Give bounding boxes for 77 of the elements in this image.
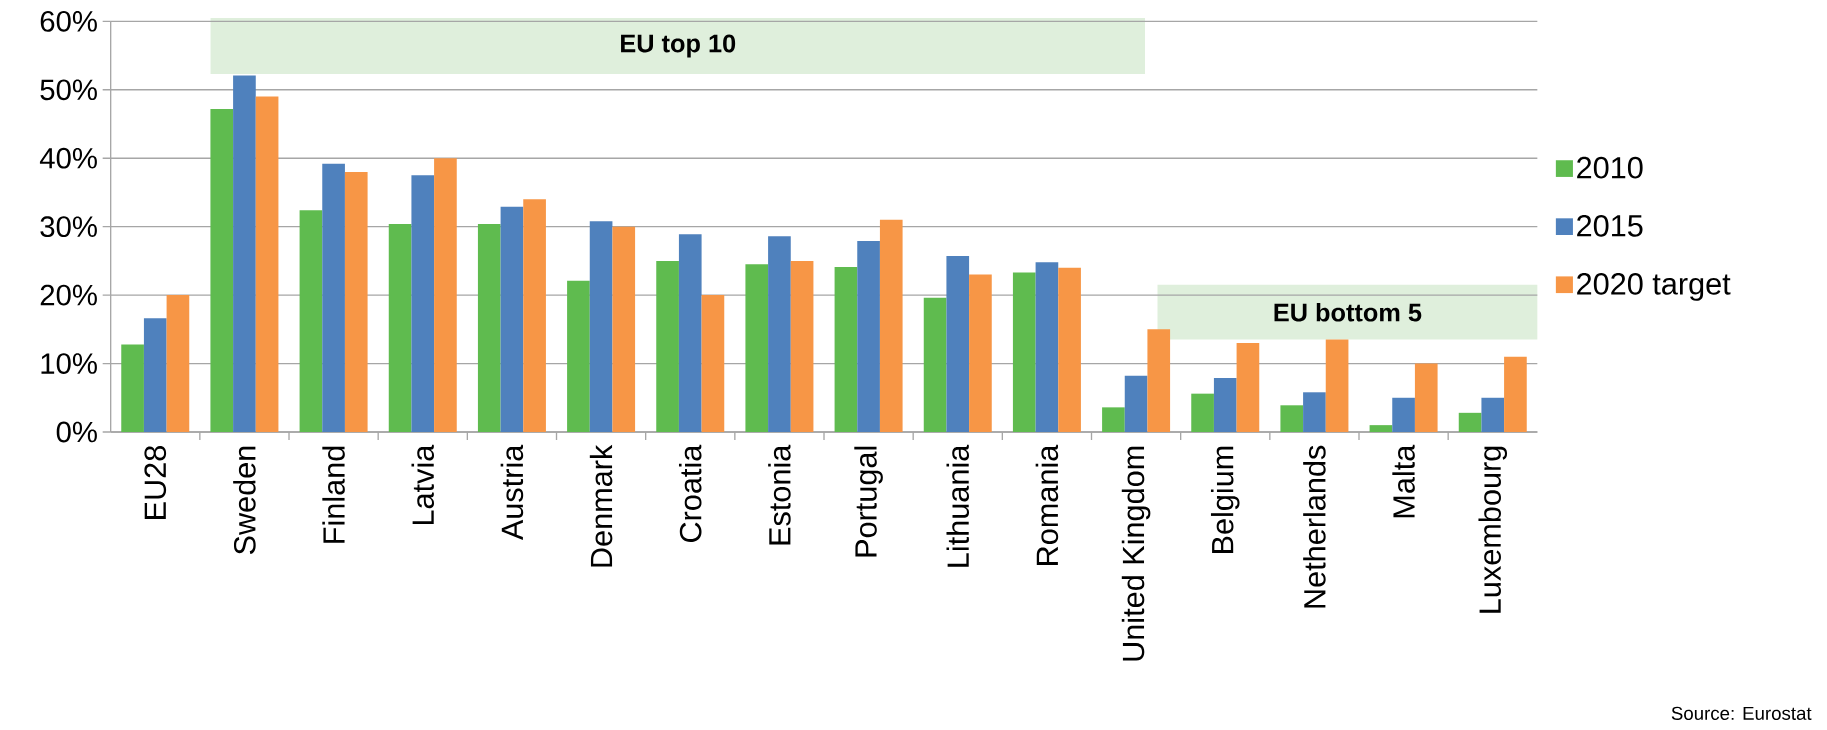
bar (969, 274, 992, 432)
y-tick-label: 20% (40, 284, 97, 306)
bar (1481, 397, 1505, 432)
bar (768, 236, 791, 432)
bar (923, 297, 947, 432)
bar (1280, 405, 1304, 432)
annotation: EU bottom 5 (1274, 302, 1422, 322)
bar (233, 75, 256, 432)
bar (567, 280, 590, 432)
x-tick-label: Austria (500, 444, 524, 541)
legend-label: 2010 (1577, 156, 1643, 179)
bar (1236, 343, 1260, 432)
bar (790, 260, 814, 432)
x-tick-label: Lithuania (946, 444, 970, 567)
legend-label: 2020 target (1577, 273, 1731, 301)
bar (477, 223, 501, 432)
bar (255, 96, 279, 432)
y-tick-label: 60% (40, 10, 97, 32)
bar (879, 219, 903, 432)
bar (1303, 392, 1326, 432)
x-tick-label: Estonia (768, 444, 791, 545)
bar (500, 206, 524, 432)
x-tick-label: Portugal (854, 446, 883, 557)
x-tick-label: Denmark (589, 444, 613, 567)
bar (344, 171, 368, 432)
bar (1213, 377, 1237, 432)
bar (210, 108, 234, 432)
annotation: EU top 10 (621, 34, 736, 58)
bar (1458, 412, 1482, 432)
y-tick-label: 30% (40, 216, 97, 238)
bar (656, 260, 679, 432)
bar (1325, 339, 1349, 432)
bar (1392, 397, 1415, 432)
y-tick-label: 50% (40, 79, 97, 101)
bar (1191, 393, 1214, 432)
x-tick-label: Malta (1392, 444, 1415, 518)
bar (1414, 363, 1438, 432)
x-tick-label: Luxembourg (1478, 446, 1508, 613)
bar (1012, 272, 1036, 432)
x-tick-label: Croatia (678, 444, 702, 543)
bar (1147, 329, 1171, 432)
bar (388, 223, 412, 432)
bar (523, 199, 546, 432)
y-tick-label: 0% (56, 421, 97, 443)
bar (612, 226, 636, 432)
bar (322, 163, 345, 432)
x-tick-label: Sweden (233, 446, 256, 555)
bar (678, 234, 702, 432)
x-tick-label: Romania (1035, 444, 1059, 565)
bar (834, 267, 858, 432)
x-tick-label: United Kingdom (1121, 446, 1151, 661)
bar (121, 344, 144, 432)
bar (1035, 262, 1059, 432)
bar (589, 221, 613, 432)
y-tick-label: 40% (39, 147, 97, 169)
bar (299, 210, 323, 432)
x-tick-label: Netherlands (1303, 445, 1326, 608)
bar (701, 295, 725, 432)
bar (1124, 375, 1148, 432)
bar (946, 256, 970, 432)
legend-label: 2015 (1577, 214, 1643, 237)
source-note: Source: Eurostat (1671, 706, 1812, 720)
x-tick-label: EU28 (144, 446, 167, 519)
bar (1369, 425, 1393, 432)
bar (1058, 267, 1081, 432)
bar (745, 264, 769, 432)
x-tick-label: Latvia (411, 444, 435, 525)
bar (166, 295, 190, 432)
bar (857, 241, 880, 432)
bar (143, 318, 167, 432)
x-tick-label: Belgium (1210, 446, 1240, 553)
x-tick-label: Finland (322, 446, 345, 543)
y-tick-label: 10% (41, 353, 97, 374)
bar (411, 175, 435, 432)
bar (1102, 407, 1125, 432)
bar (434, 158, 457, 432)
bar (1504, 356, 1527, 432)
